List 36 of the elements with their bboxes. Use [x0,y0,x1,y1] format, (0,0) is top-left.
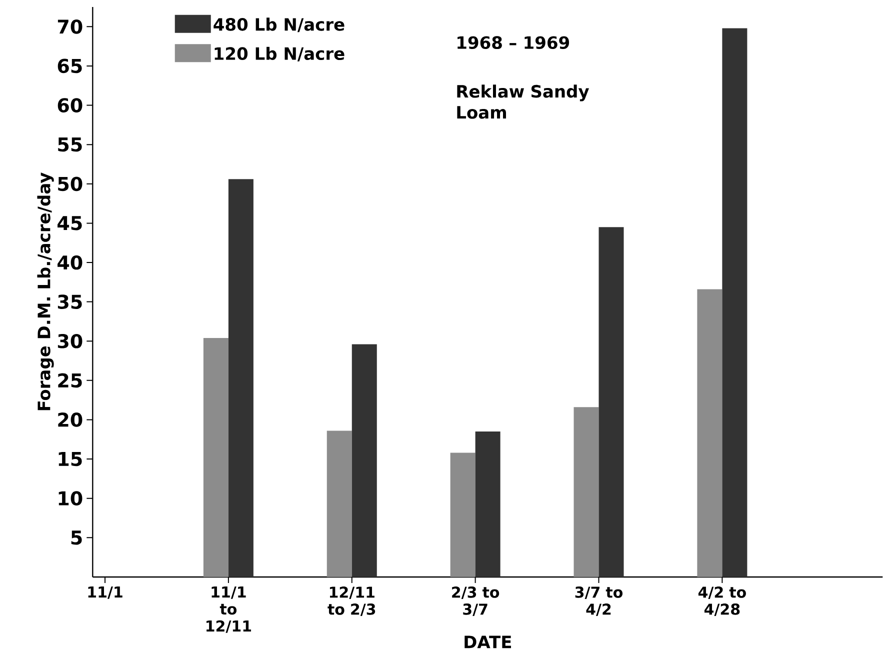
y-tick-label: 55 [58,138,82,152]
y-tick-label: 65 [58,58,82,74]
y-tick-label: 45 [58,216,82,230]
y-tick-label: 15 [58,452,82,466]
x-tick-label: 12/11 to 2/3 [328,586,376,616]
x-tick-label: 11/1 [88,586,122,599]
bar [697,289,722,577]
bar [475,432,500,577]
y-tick-label: 10 [58,491,82,506]
y-tick-label: 60 [58,98,82,112]
bar [203,338,228,577]
annotation: 1968 – 1969 [458,36,570,50]
bar [450,452,476,577]
y-axis-title: Forage D.M. Lb./acre/day [37,172,54,410]
legend-label: 480 Lb N/acre [214,18,344,32]
y-tick-label: 25 [58,373,82,388]
y-tick-label: 20 [58,412,82,427]
x-tick-label: 2/3 to 3/7 [452,586,500,616]
bar [722,28,748,577]
y-tick-label: 35 [58,294,82,309]
bar [326,430,352,577]
legend-label: 120 Lb N/acre [214,46,344,62]
x-axis-title: DATE [464,636,511,648]
bar [228,179,254,577]
x-tick-label: 3/7 to 4/2 [575,586,623,616]
bar [352,344,377,577]
bar [598,227,624,577]
bar [574,407,599,577]
y-tick-label: 5 [71,530,82,545]
y-tick-label: 40 [58,255,82,270]
x-tick-label: 4/2 to 4/28 [698,586,746,616]
x-tick-label: 11/1 to 12/11 [206,586,252,633]
y-tick-label: 50 [58,176,82,192]
y-tick-label: 70 [58,19,82,34]
annotation: Reklaw Sandy Loam [457,84,590,119]
y-tick-label: 30 [58,334,82,348]
